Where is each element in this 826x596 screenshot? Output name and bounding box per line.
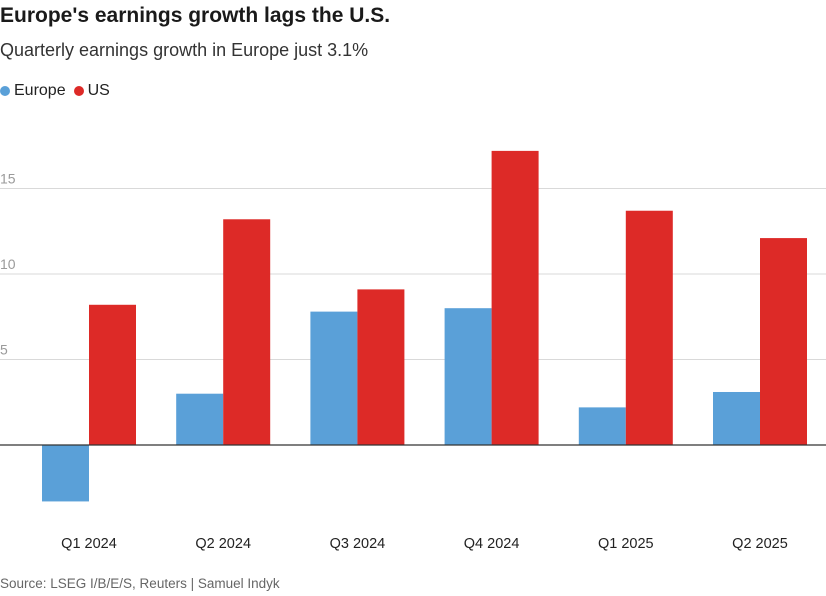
legend-label-us: US xyxy=(87,82,110,99)
x-category-labels: Q1 2024 Q2 2024 Q3 2024 Q4 2024 Q1 2025 Q2 20… xyxy=(61,536,788,552)
legend-item-us: US xyxy=(73,82,110,100)
x-category-label: Q2 2025 xyxy=(732,536,788,552)
bar-europe-q1-2024 xyxy=(42,445,89,502)
bar-europe-q1-2025 xyxy=(578,407,626,445)
bar-us-q4-2024 xyxy=(491,150,539,445)
bar-us-q2-2024 xyxy=(223,219,271,445)
chart-subtitle: Quarterly earnings growth in Europe just… xyxy=(0,40,369,60)
y-tick-label: 15 xyxy=(0,171,16,187)
x-category-label: Q2 2024 xyxy=(195,536,251,552)
bar-us-q1-2025 xyxy=(625,210,673,445)
gridlines xyxy=(0,188,826,360)
bar-us-q3-2024 xyxy=(357,289,405,445)
x-category-label: Q1 2025 xyxy=(598,536,654,552)
x-category-label: Q1 2024 xyxy=(61,536,117,552)
y-tick-labels: 5 10 15 xyxy=(0,171,16,358)
source-note: Source: LSEG I/B/E/S, Reuters | Samuel I… xyxy=(0,576,280,591)
bar-us-q2-2025 xyxy=(760,238,807,445)
bars xyxy=(0,150,826,502)
x-category-label: Q3 2024 xyxy=(330,536,386,552)
x-category-label: Q4 2024 xyxy=(464,536,520,552)
y-tick-label: 5 xyxy=(0,342,8,358)
legend-swatch-us xyxy=(73,86,84,96)
legend-swatch-europe xyxy=(0,86,10,96)
y-tick-label: 10 xyxy=(0,256,16,272)
legend-item-europe: Europe xyxy=(0,82,66,100)
legend-label-europe: Europe xyxy=(14,82,66,99)
chart-title: Europe's earnings growth lags the U.S. xyxy=(0,4,391,27)
bar-us-q1-2024 xyxy=(89,304,136,445)
bar-europe-q4-2024 xyxy=(444,308,492,445)
bar-europe-q2-2025 xyxy=(713,391,760,445)
bar-europe-q3-2024 xyxy=(310,311,358,445)
legend: Europe US xyxy=(0,82,118,100)
bar-europe-q2-2024 xyxy=(176,393,224,445)
